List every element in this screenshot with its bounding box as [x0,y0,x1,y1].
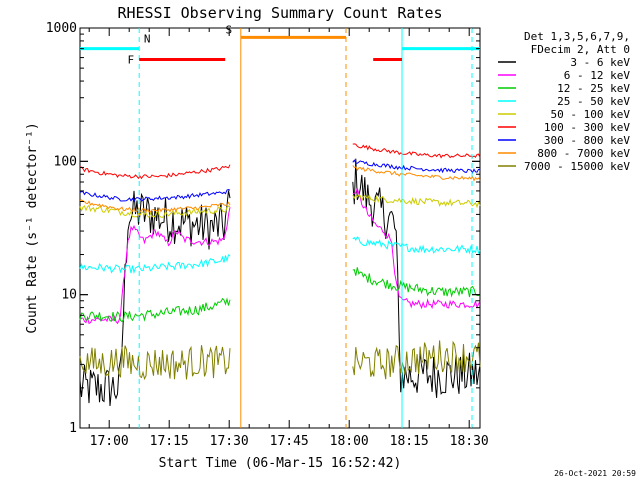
legend-header-1: Det 1,3,5,6,7,9, [524,30,630,43]
x-tick-label-4: 17:45 [270,434,309,449]
series-5-line-1 [79,204,231,219]
series-9-line-2 [352,340,481,380]
series-3 [79,267,481,323]
series-7-line-2 [352,159,481,174]
series-6-line-2 [352,143,481,159]
y-axis-label: Count Rate (s⁻¹ detector⁻¹) [25,122,40,333]
legend-entry-6: 100 - 300 keV [544,121,630,134]
series-2-line-1 [79,207,231,325]
y-tick-label-4: 1000 [46,21,77,36]
legend-entry-7: 300 - 800 keV [544,134,630,147]
plot-area: NFS [79,23,481,429]
x-tick-label-3: 17:30 [210,434,249,449]
series-1-line-1 [79,190,231,407]
series-7-line-1 [79,188,231,203]
legend-entry-8: 800 - 7000 keV [537,147,630,160]
series-5-line-2 [352,193,481,209]
annotation-n: N [144,33,151,46]
y-axis: 1 10 100 1000 [46,21,480,436]
series-1 [79,158,481,407]
footer-date: 26-Oct-2021 20:59 [554,469,636,478]
series-7 [79,159,481,203]
series-2-line-2 [352,186,481,310]
legend-header-2: FDecim 2, Att 0 [531,43,630,56]
x-tick-label-2: 17:15 [150,434,189,449]
x-tick-label-1: 17:00 [90,434,129,449]
plot-frame [79,27,481,429]
legend-entry-9: 7000 - 15000 keV [524,160,630,173]
series-1-line-2 [352,158,481,398]
series-5 [79,193,481,219]
legend: Det 1,3,5,6,7,9,FDecim 2, Att 03 - 6 keV… [498,30,631,173]
series-4-line-2 [352,236,481,255]
x-axis-label: Start Time (06-Mar-15 16:52:42) [159,456,402,471]
legend-entry-3: 12 - 25 keV [557,82,630,95]
x-tick-label-5: 18:00 [330,434,369,449]
series-3-line-2 [352,267,481,298]
legend-entry-4: 25 - 50 keV [557,95,630,108]
y-tick-label-2: 10 [61,288,77,303]
series-6-line-1 [79,164,231,180]
annotation-f: F [127,54,134,67]
series-2 [79,186,481,325]
series-9 [79,340,481,381]
x-tick-label-6: 18:15 [390,434,429,449]
x-axis: 17:00 17:15 17:30 17:45 18:00 18:15 18:30 [88,28,489,449]
series-4 [79,236,481,275]
series-9-line-1 [79,345,231,381]
series-8-line-2 [352,165,481,182]
series-3-line-1 [79,297,231,323]
x-tick-label-7: 18:30 [450,434,489,449]
y-tick-label-3: 100 [54,154,77,169]
series-6 [79,143,481,180]
series-8-line-1 [79,199,231,214]
legend-entry-2: 6 - 12 keV [564,69,631,82]
legend-entry-1: 3 - 6 keV [570,56,630,69]
series-8 [79,165,481,214]
legend-entry-5: 50 - 100 keV [551,108,631,121]
series-4-line-1 [79,254,231,275]
y-tick-label-1: 1 [69,421,77,436]
chart-title: RHESSI Observing Summary Count Rates [117,4,442,22]
